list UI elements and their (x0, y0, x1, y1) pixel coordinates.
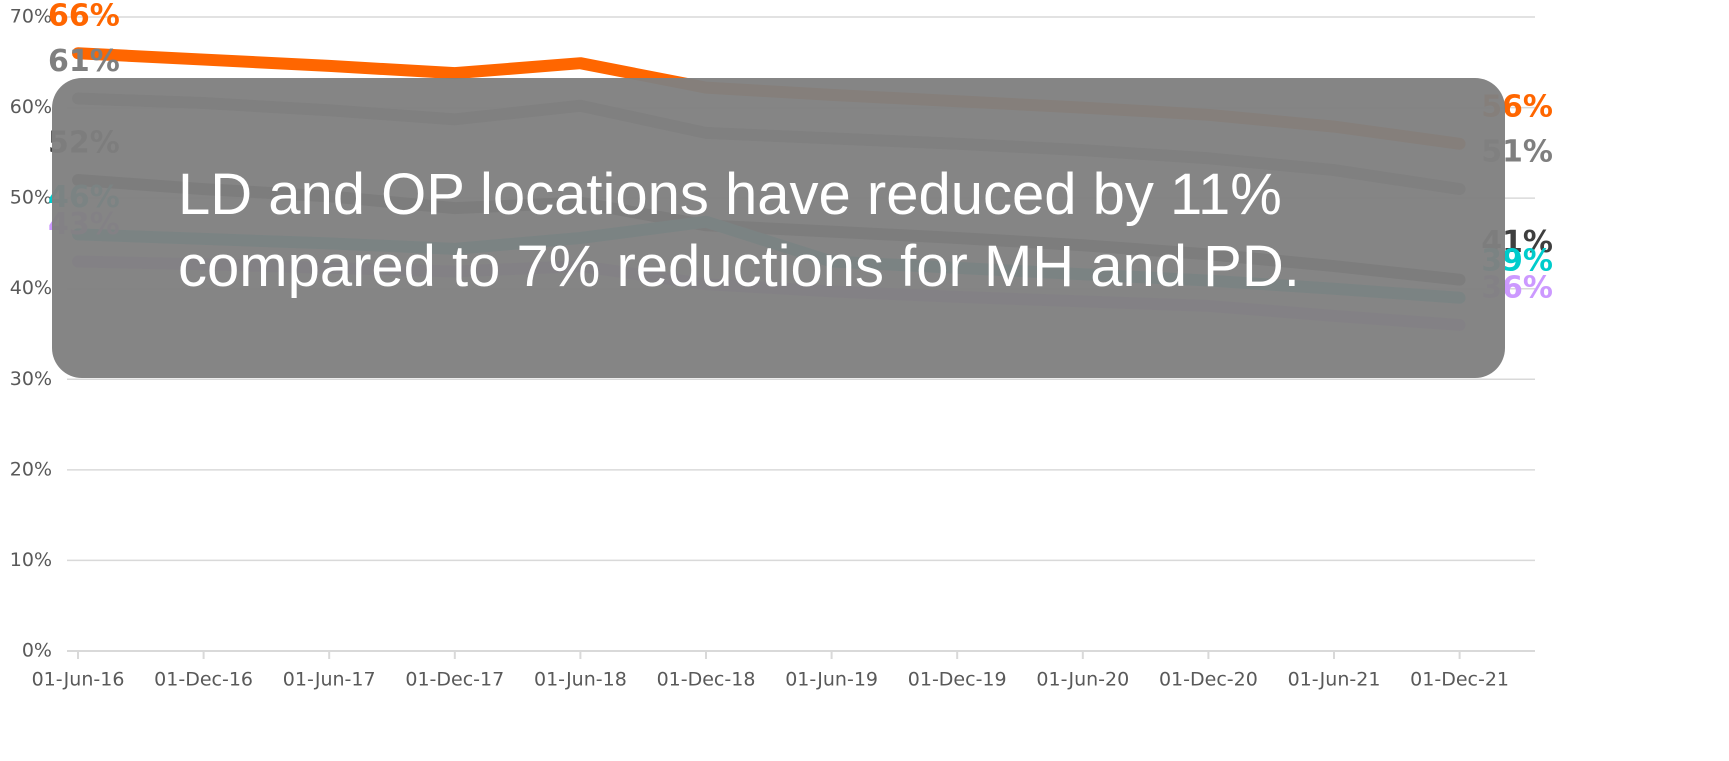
x-tick-label: 01-Dec-18 (657, 669, 756, 691)
y-tick-label: 70% (10, 6, 52, 28)
data-label: 66% (48, 0, 120, 34)
x-tick-label: 01-Jun-16 (32, 669, 125, 691)
x-tick-label: 01-Jun-17 (283, 669, 376, 691)
x-tick-label: 01-Jun-21 (1288, 669, 1381, 691)
data-label: 61% (48, 44, 120, 79)
y-tick-label: 30% (10, 368, 52, 390)
y-tick-label: 0% (22, 640, 52, 662)
annotation-text: compared to 7% reductions for MH and PD. (178, 234, 1300, 299)
y-tick-label: 60% (10, 96, 52, 118)
x-tick-label: 01-Dec-20 (1159, 669, 1258, 691)
x-tick-label: 01-Jun-19 (785, 669, 878, 691)
y-tick-label: 40% (10, 277, 52, 299)
y-tick-label: 50% (10, 187, 52, 209)
x-tick-label: 01-Dec-16 (154, 669, 253, 691)
x-tick-label: 01-Jun-18 (534, 669, 627, 691)
y-tick-label: 20% (10, 458, 52, 480)
y-tick-label: 10% (10, 549, 52, 571)
annotation-box (52, 78, 1505, 378)
x-tick-label: 01-Dec-19 (908, 669, 1007, 691)
annotation-text: LD and OP locations have reduced by 11% (178, 162, 1282, 227)
x-tick-label: 01-Jun-20 (1036, 669, 1129, 691)
x-tick-label: 01-Dec-21 (1410, 669, 1509, 691)
x-tick-label: 01-Dec-17 (405, 669, 504, 691)
